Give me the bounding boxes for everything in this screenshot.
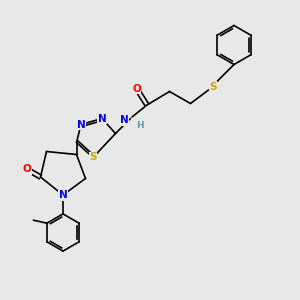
Text: O: O <box>132 83 141 94</box>
Text: N: N <box>58 190 68 200</box>
Text: N: N <box>120 115 129 125</box>
Text: O: O <box>22 164 32 175</box>
Text: N: N <box>98 113 106 124</box>
Text: N: N <box>76 119 85 130</box>
Text: S: S <box>89 152 97 163</box>
Text: S: S <box>209 82 217 92</box>
Text: H: H <box>136 122 143 130</box>
